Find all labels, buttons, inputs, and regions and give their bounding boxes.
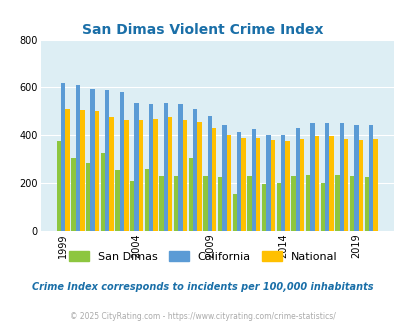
Bar [130,181,134,231]
Bar [197,122,201,231]
Bar [105,90,109,231]
Bar [261,184,266,231]
Bar [285,141,289,231]
Bar [80,110,84,231]
Bar [305,175,309,231]
Bar [173,176,178,231]
Bar [222,124,226,231]
Bar [207,116,211,231]
Bar [320,183,324,231]
Bar [368,124,373,231]
Bar [251,129,256,231]
Bar [61,83,65,231]
Text: © 2025 CityRating.com - https://www.cityrating.com/crime-statistics/: © 2025 CityRating.com - https://www.city… [70,312,335,321]
Bar [203,176,207,231]
Bar [256,138,260,231]
Text: San Dimas Violent Crime Index: San Dimas Violent Crime Index [82,23,323,37]
Bar [226,135,230,231]
Bar [349,176,354,231]
Bar [109,117,113,231]
Bar [211,128,216,231]
Bar [139,120,143,231]
Bar [119,92,124,231]
Bar [324,123,328,231]
Bar [232,194,237,231]
Bar [71,158,75,231]
Bar [241,138,245,231]
Bar [94,112,99,231]
Bar [168,117,172,231]
Bar [373,139,377,231]
Bar [280,135,285,231]
Bar [309,123,314,231]
Bar [134,103,139,231]
Bar [299,139,304,231]
Bar [328,137,333,231]
Bar [153,118,158,231]
Bar [295,128,299,231]
Bar [86,163,90,231]
Bar [364,177,368,231]
Bar [237,132,241,231]
Bar [178,104,182,231]
Legend: San Dimas, California, National: San Dimas, California, National [64,247,341,266]
Bar [266,135,270,231]
Bar [115,170,119,231]
Bar [290,176,295,231]
Bar [358,140,362,231]
Bar [343,139,347,231]
Bar [57,141,61,231]
Bar [65,109,70,231]
Bar [100,153,105,231]
Bar [75,85,80,231]
Bar [182,120,187,231]
Bar [188,158,192,231]
Bar [163,103,168,231]
Bar [90,89,94,231]
Bar [124,120,128,231]
Bar [159,176,163,231]
Bar [270,140,275,231]
Bar [276,183,280,231]
Text: Crime Index corresponds to incidents per 100,000 inhabitants: Crime Index corresponds to incidents per… [32,282,373,292]
Bar [247,176,251,231]
Bar [217,177,222,231]
Bar [339,123,343,231]
Bar [314,137,318,231]
Bar [354,124,358,231]
Bar [144,169,149,231]
Bar [192,109,197,231]
Bar [149,104,153,231]
Bar [335,175,339,231]
